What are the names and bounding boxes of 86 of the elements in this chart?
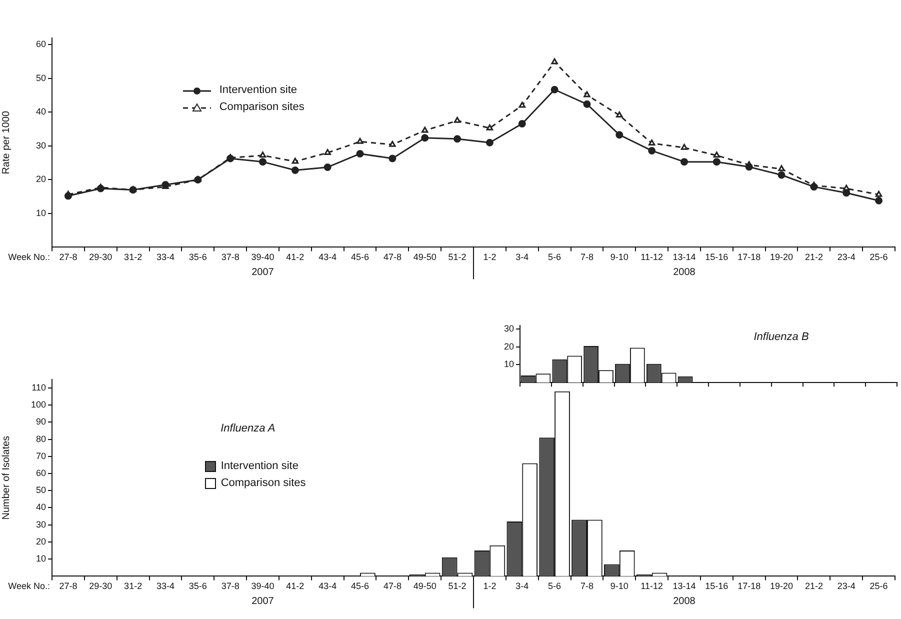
x-tick-label: 21-2 [804,581,823,592]
x-tick-label: 33-4 [156,252,174,262]
x-tick-label: 3-4 [516,581,529,592]
x-tick-label: 43-4 [318,252,337,262]
y-tick-label: 10 [36,208,46,218]
x-tick-label: 21-2 [804,252,823,262]
x-tick-label: 3-4 [516,252,529,262]
x-tick-label: 47-8 [383,581,402,592]
x-tick-label: 49-50 [413,581,436,592]
x-tick-label: 5-6 [548,581,562,592]
y-axis-title: Number of Isolates [0,436,12,520]
x-tick-label: 43-4 [318,581,337,592]
x-tick-label: 29-30 [89,252,112,262]
x-tick-label: 15-16 [705,252,728,262]
y-tick-label: 10 [504,359,514,370]
x-tick-label: 39-40 [251,252,274,262]
x-tick-label: 37-8 [221,252,240,262]
x-tick-label: 49-50 [413,252,436,262]
x-tick-label: 19-20 [770,581,794,592]
x-tick-label: 27-8 [59,581,78,592]
x-tick-label: 35-6 [188,581,207,592]
x-tick-label: 41-2 [286,581,304,592]
text: 2007 [252,596,274,607]
x-tick-label: 7-8 [580,581,594,592]
y-tick-label: 10 [36,554,46,564]
y-tick-label: 40 [36,502,46,512]
x-tick-label: 35-6 [188,252,207,262]
x-tick-label: 1-2 [483,581,496,592]
x-tick-label: 51-2 [448,252,466,262]
y-tick-label: 80 [36,434,46,444]
x-tick-label: 25-6 [870,581,888,592]
y-axis-title: Rate per 1000 [0,110,12,174]
x-tick-label: 19-20 [770,252,794,262]
y-tick-label: 100 [30,400,46,410]
x-tick-label: 51-2 [448,581,466,592]
x-tick-label: 23-4 [837,252,856,262]
x-tick-label: 47-8 [383,252,402,262]
y-tick-label: 60 [36,468,46,478]
x-tick-label: 7-8 [580,252,594,262]
text: 2008 [673,596,696,607]
x-tick-label: 11-12 [640,252,664,262]
x-axis-title: Week No.: [8,581,50,592]
x-axis-title: Week No.: [8,252,50,262]
x-tick-label: 15-16 [705,581,728,592]
y-tick-label: 30 [36,519,46,530]
y-tick-label: 90 [36,416,46,427]
y-tick-label: 20 [36,536,46,546]
y-tick-label: 40 [36,106,46,117]
x-tick-label: 33-4 [156,581,174,592]
y-tick-label: 50 [36,485,46,496]
x-tick-label: 9-10 [610,252,628,262]
x-tick-label: 45-6 [351,581,370,592]
y-tick-label: 110 [32,382,46,392]
text: 2007 [252,266,274,278]
x-tick-label: 31-2 [124,252,142,262]
x-tick-label: 23-4 [837,581,856,592]
x-tick-label: 25-6 [870,252,888,262]
legend-label: Comparison sites [219,100,304,116]
y-tick-label: 50 [36,72,46,83]
legend-label: Intervention site [219,83,297,98]
x-tick-label: 27-8 [59,252,78,262]
x-tick-label: 13-14 [672,581,696,592]
x-tick-label: 13-14 [672,252,696,262]
x-tick-label: 1-2 [483,252,496,262]
y-tick-label: 70 [36,450,46,461]
y-tick-label: 20 [36,174,46,184]
x-tick-label: 41-2 [286,252,304,262]
x-tick-label: 17-18 [738,581,761,592]
x-tick-label: 17-18 [738,252,761,262]
legend-label: Intervention site [220,459,298,474]
text: Influenza B [754,330,809,343]
x-tick-label: 37-8 [221,581,240,592]
text: 2008 [673,266,696,278]
legend-label: Comparison sites [220,476,306,492]
x-tick-label: 45-6 [351,252,370,262]
x-tick-label: 5-6 [548,252,562,262]
y-tick-label: 20 [504,341,514,352]
x-tick-label: 9-10 [610,581,628,592]
y-tick-label: 60 [36,39,46,50]
x-tick-label: 11-12 [640,581,664,592]
y-tick-label: 30 [36,140,46,150]
x-tick-label: 39-40 [251,581,274,592]
text: Influenza A [220,422,276,435]
x-tick-label: 31-2 [124,581,142,592]
y-tick-label: 30 [504,323,514,334]
x-tick-label: 29-30 [89,581,112,592]
